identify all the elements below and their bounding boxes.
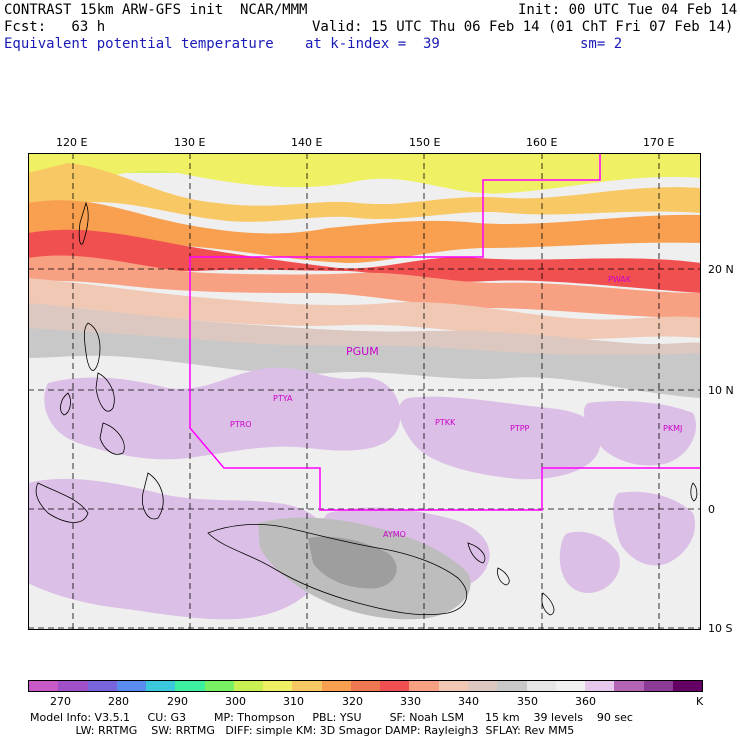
station-label: PKMJ (663, 424, 682, 433)
colorbar-label: 290 (167, 695, 188, 708)
colorbar (28, 680, 703, 692)
map-canvas: PWAK PGUM PTYA PTRO PTKK PTPP PKMJ AYMO (28, 153, 701, 630)
colorbar-swatch (555, 681, 586, 691)
colorbar-label: 330 (400, 695, 421, 708)
lon-label: 160 E (526, 136, 558, 149)
colorbar-swatch (409, 681, 439, 691)
init-time: Init: 00 UTC Tue 04 Feb 14 (518, 2, 738, 18)
station-label: PTYA (273, 394, 293, 403)
colorbar-swatch (614, 681, 644, 691)
colorbar-swatch (321, 681, 351, 691)
field-name: Equivalent potential temperature (4, 36, 274, 52)
region-boundary (189, 153, 701, 511)
colorbar-swatch (233, 681, 264, 691)
colorbar-label: 340 (458, 695, 479, 708)
colorbar-label: 300 (225, 695, 246, 708)
colorbar-swatch (29, 681, 59, 691)
map-panel: PWAK PGUM PTYA PTRO PTKK PTPP PKMJ AYMO (28, 153, 701, 630)
colorbar-swatch (58, 681, 88, 691)
lon-label: 150 E (409, 136, 441, 149)
lon-label: 170 E (643, 136, 675, 149)
lat-label: 20 N (708, 263, 734, 276)
station-label: PTRO (230, 420, 252, 429)
station-label: PWAK (608, 275, 632, 284)
colorbar-swatch (175, 681, 205, 691)
forecast-hour: Fcst: 63 h (4, 19, 106, 35)
colorbar-label: K (696, 695, 704, 708)
colorbar-swatch (643, 681, 673, 691)
colorbar-label: 310 (283, 695, 304, 708)
lat-label: 10 S (708, 622, 733, 635)
colorbar-label: 320 (342, 695, 363, 708)
colorbar-swatch (263, 681, 293, 691)
colorbar-swatch (146, 681, 176, 691)
model-info-line1: Model Info: V3.5.1 CU: G3 MP: Thompson P… (30, 711, 633, 724)
lat-label: 10 N (708, 384, 734, 397)
smoothing: sm= 2 (580, 36, 623, 52)
lon-label: 140 E (291, 136, 323, 149)
colorbar-swatch (467, 681, 498, 691)
model-info-line2: LW: RRTMG SW: RRTMG DIFF: simple KM: 3D … (30, 724, 575, 737)
station-label: AYMO (383, 530, 406, 539)
colorbar-swatch (438, 681, 468, 691)
colorbar-label: 360 (575, 695, 596, 708)
vertical-level: at k-index = 39 (305, 36, 440, 52)
colorbar-swatch (526, 681, 556, 691)
colorbar-label: 280 (108, 695, 129, 708)
colorbar-swatch (350, 681, 381, 691)
colorbar-swatch (380, 681, 410, 691)
colorbar-swatch (204, 681, 234, 691)
colorbar-swatch (585, 681, 615, 691)
colorbar-swatch (497, 681, 527, 691)
valid-time: Valid: 15 UTC Thu 06 Feb 14 (01 ChT Fri … (312, 19, 734, 35)
station-label: PTPP (510, 424, 530, 433)
lon-label: 130 E (174, 136, 206, 149)
colorbar-label: 270 (50, 695, 71, 708)
plot-title: CONTRAST 15km ARW-GFS init NCAR/MMM (4, 2, 308, 18)
colorbar-swatch (292, 681, 322, 691)
lon-label: 120 E (56, 136, 88, 149)
colorbar-swatch (87, 681, 117, 691)
colorbar-label: 350 (517, 695, 538, 708)
station-label: PGUM (346, 345, 379, 358)
colorbar-swatch (672, 681, 703, 691)
station-label: PTKK (435, 418, 456, 427)
colorbar-swatch (116, 681, 147, 691)
lat-label: 0 (708, 503, 715, 516)
